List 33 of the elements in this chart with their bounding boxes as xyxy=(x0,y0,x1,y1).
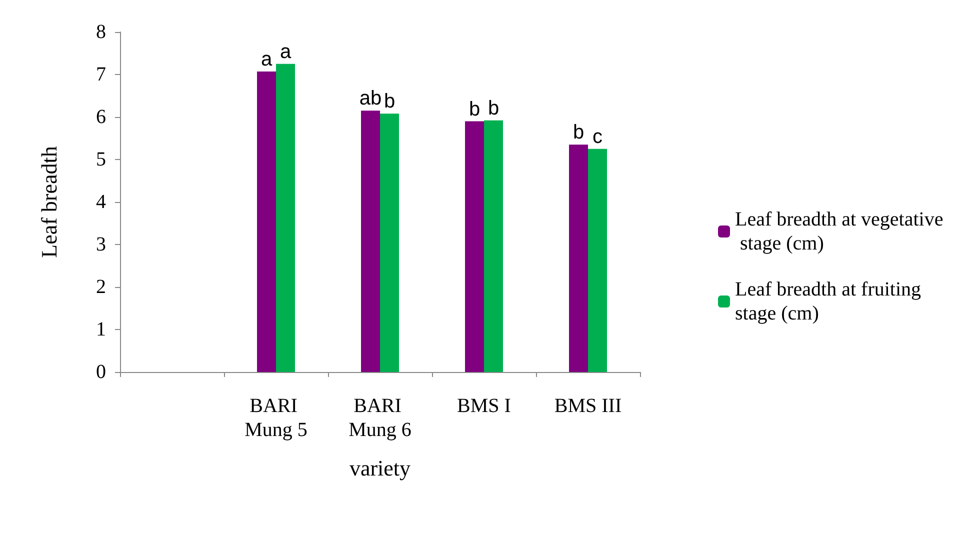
y-axis-title: Leaf breadth xyxy=(36,146,62,258)
y-tick-label: 1 xyxy=(96,318,106,340)
bar xyxy=(380,114,399,372)
bar xyxy=(276,64,295,372)
x-tick-label: BARI Mung 5 xyxy=(244,395,308,441)
y-tick-label: 2 xyxy=(96,276,106,298)
y-tick-label: 8 xyxy=(96,21,106,43)
bar xyxy=(484,120,503,372)
bar xyxy=(588,148,607,372)
legend-label: Leaf breadth at vegetative stage (cm) xyxy=(735,208,944,254)
bar xyxy=(257,72,276,372)
y-tick-label: 0 xyxy=(96,361,106,383)
y-tick-label: 5 xyxy=(96,148,106,170)
data-label: b xyxy=(384,90,396,113)
data-label: a xyxy=(280,40,292,63)
data-label: ab xyxy=(359,88,382,110)
data-label: c xyxy=(592,126,602,148)
x-tick-label: BMS III xyxy=(554,395,622,417)
data-label: b xyxy=(488,97,500,120)
y-tick-label: 6 xyxy=(96,106,106,128)
data-label: a xyxy=(260,48,273,71)
bar xyxy=(465,121,484,372)
y-tick-label: 3 xyxy=(96,234,106,256)
x-tick-label: BARI Mung 6 xyxy=(348,395,412,441)
x-axis-title: variety xyxy=(349,456,411,480)
data-label: b xyxy=(572,122,584,144)
y-tick-label: 4 xyxy=(96,191,106,213)
bar xyxy=(361,110,380,372)
x-tick-label: BMS I xyxy=(457,395,511,417)
legend-label: Leaf breadth at fruiting stage (cm) xyxy=(735,278,926,324)
data-label: b xyxy=(468,98,480,120)
bar xyxy=(569,144,588,372)
y-tick-label: 7 xyxy=(96,64,106,86)
